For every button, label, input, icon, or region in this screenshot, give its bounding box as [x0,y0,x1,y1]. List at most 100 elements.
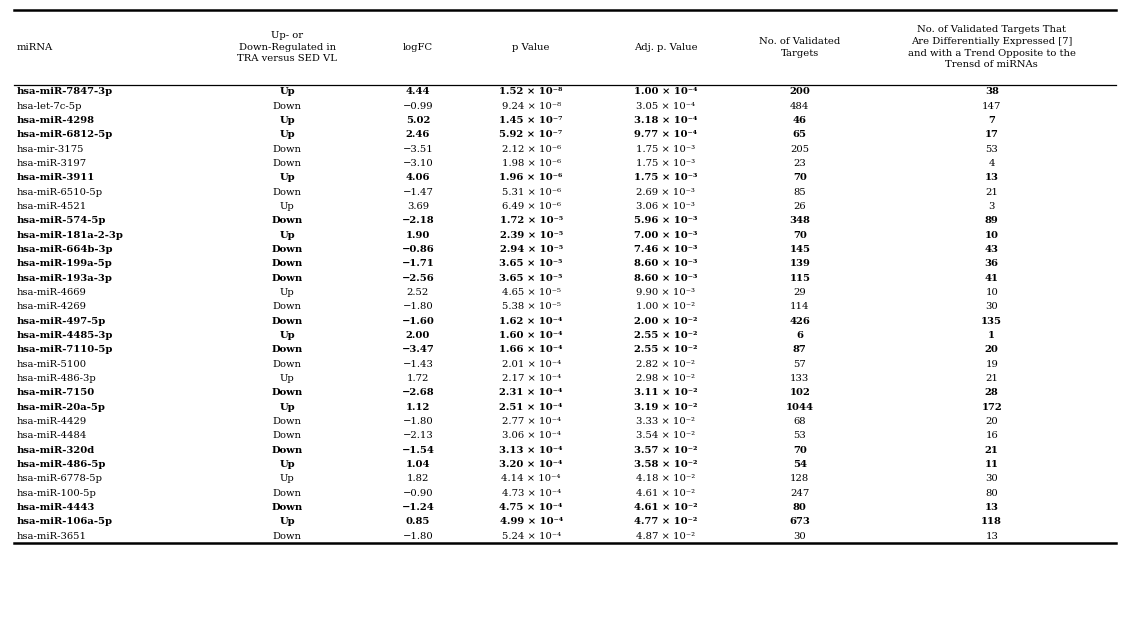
Text: Up: Up [280,202,295,211]
Text: Down: Down [271,317,303,326]
Text: 3.18 × 10⁻⁴: 3.18 × 10⁻⁴ [634,116,697,125]
Text: 4.18 × 10⁻²: 4.18 × 10⁻² [636,475,695,483]
Text: 348: 348 [790,217,810,225]
Text: Down: Down [271,259,303,268]
Text: −0.90: −0.90 [402,489,433,497]
Text: −2.56: −2.56 [401,274,434,283]
Text: 5.02: 5.02 [406,116,431,125]
Text: Down: Down [271,274,303,283]
Text: 1.60 × 10⁻⁴: 1.60 × 10⁻⁴ [499,331,563,340]
Text: 1.66 × 10⁻⁴: 1.66 × 10⁻⁴ [499,345,563,354]
Text: 3.20 × 10⁻⁴: 3.20 × 10⁻⁴ [499,460,563,469]
Text: 1.12: 1.12 [406,403,431,412]
Text: 3.65 × 10⁻⁵: 3.65 × 10⁻⁵ [499,274,563,283]
Text: 1.52 × 10⁻⁸: 1.52 × 10⁻⁸ [499,87,563,96]
Text: 11: 11 [984,460,999,469]
Text: 38: 38 [984,87,999,96]
Text: −1.47: −1.47 [402,188,433,197]
Text: hsa-let-7c-5p: hsa-let-7c-5p [17,102,82,111]
Text: 2.51 × 10⁻⁴: 2.51 × 10⁻⁴ [499,403,563,412]
Text: 484: 484 [790,102,809,111]
Text: 5.24 × 10⁻⁴: 5.24 × 10⁻⁴ [502,532,560,541]
Text: 9.90 × 10⁻³: 9.90 × 10⁻³ [636,288,695,297]
Text: Down: Down [272,431,302,440]
Text: 0.85: 0.85 [406,517,431,526]
Text: −1.43: −1.43 [402,360,433,369]
Text: 41: 41 [984,274,999,283]
Text: −3.10: −3.10 [402,159,433,168]
Text: 8.60 × 10⁻³: 8.60 × 10⁻³ [634,274,697,283]
Text: 673: 673 [790,517,810,526]
Text: 133: 133 [790,374,809,383]
Text: Down: Down [272,102,302,111]
Text: 1.62 × 10⁻⁴: 1.62 × 10⁻⁴ [499,317,563,326]
Text: hsa-miR-4443: hsa-miR-4443 [17,503,95,512]
Text: 4.73 × 10⁻⁴: 4.73 × 10⁻⁴ [502,489,560,497]
Text: hsa-miR-193a-3p: hsa-miR-193a-3p [17,274,113,283]
Text: Down: Down [272,489,302,497]
Text: hsa-miR-199a-5p: hsa-miR-199a-5p [17,259,113,268]
Text: 2.31 × 10⁻⁴: 2.31 × 10⁻⁴ [499,389,563,397]
Text: Down: Down [272,417,302,426]
Text: 114: 114 [790,303,809,311]
Text: Up: Up [280,374,295,383]
Text: 57: 57 [793,360,806,369]
Text: 2.00 × 10⁻²: 2.00 × 10⁻² [634,317,697,326]
Text: 1044: 1044 [785,403,814,412]
Text: 2.94 × 10⁻⁵: 2.94 × 10⁻⁵ [499,245,563,254]
Text: Down: Down [272,188,302,197]
Text: 3.54 × 10⁻²: 3.54 × 10⁻² [636,431,695,440]
Text: 1.72 × 10⁻⁵: 1.72 × 10⁻⁵ [499,217,563,225]
Text: miRNA: miRNA [17,43,53,52]
Text: 135: 135 [981,317,1002,326]
Text: 4.14 × 10⁻⁴: 4.14 × 10⁻⁴ [502,475,560,483]
Text: −1.71: −1.71 [401,259,434,268]
Text: 10: 10 [984,231,999,240]
Text: hsa-miR-497-5p: hsa-miR-497-5p [17,317,106,326]
Text: −0.99: −0.99 [402,102,433,111]
Text: Up: Up [280,288,295,297]
Text: 172: 172 [981,403,1002,412]
Text: 28: 28 [985,389,999,397]
Text: 8.60 × 10⁻³: 8.60 × 10⁻³ [634,259,697,268]
Text: 3.19 × 10⁻²: 3.19 × 10⁻² [634,403,697,412]
Text: 6.49 × 10⁻⁶: 6.49 × 10⁻⁶ [502,202,560,211]
Text: Up: Up [279,331,295,340]
Text: hsa-miR-7110-5p: hsa-miR-7110-5p [17,345,113,354]
Text: 3.65 × 10⁻⁵: 3.65 × 10⁻⁵ [499,259,563,268]
Text: 85: 85 [793,188,806,197]
Text: logFC: logFC [402,43,433,52]
Text: 128: 128 [790,475,809,483]
Text: 1.98 × 10⁻⁶: 1.98 × 10⁻⁶ [502,159,560,168]
Text: 247: 247 [790,489,809,497]
Text: Down: Down [271,217,303,225]
Text: hsa-miR-100-5p: hsa-miR-100-5p [17,489,97,497]
Text: 3.69: 3.69 [407,202,429,211]
Text: 4.06: 4.06 [406,173,431,182]
Text: hsa-miR-4484: hsa-miR-4484 [17,431,87,440]
Text: Down: Down [272,159,302,168]
Text: 1.75 × 10⁻³: 1.75 × 10⁻³ [636,159,695,168]
Text: 2.17 × 10⁻⁴: 2.17 × 10⁻⁴ [502,374,560,383]
Text: 5.96 × 10⁻³: 5.96 × 10⁻³ [634,217,697,225]
Text: hsa-miR-106a-5p: hsa-miR-106a-5p [17,517,113,526]
Text: −1.80: −1.80 [402,532,433,541]
Text: −0.86: −0.86 [401,245,434,254]
Text: 29: 29 [793,288,806,297]
Text: 1.00 × 10⁻²: 1.00 × 10⁻² [636,303,695,311]
Text: 5.92 × 10⁻⁷: 5.92 × 10⁻⁷ [499,131,563,140]
Text: hsa-miR-486-5p: hsa-miR-486-5p [17,460,106,469]
Text: hsa-miR-6812-5p: hsa-miR-6812-5p [17,131,113,140]
Text: 4.65 × 10⁻⁵: 4.65 × 10⁻⁵ [502,288,560,297]
Text: hsa-miR-664b-3p: hsa-miR-664b-3p [17,245,113,254]
Text: 2.77 × 10⁻⁴: 2.77 × 10⁻⁴ [502,417,560,426]
Text: 5.38 × 10⁻⁵: 5.38 × 10⁻⁵ [502,303,560,311]
Text: 7.00 × 10⁻³: 7.00 × 10⁻³ [634,231,697,240]
Text: 7.46 × 10⁻³: 7.46 × 10⁻³ [634,245,697,254]
Text: hsa-miR-4669: hsa-miR-4669 [17,288,87,297]
Text: Up: Up [279,403,295,412]
Text: 19: 19 [985,360,998,369]
Text: −1.80: −1.80 [402,417,433,426]
Text: hsa-miR-3651: hsa-miR-3651 [17,532,87,541]
Text: 1.72: 1.72 [407,374,429,383]
